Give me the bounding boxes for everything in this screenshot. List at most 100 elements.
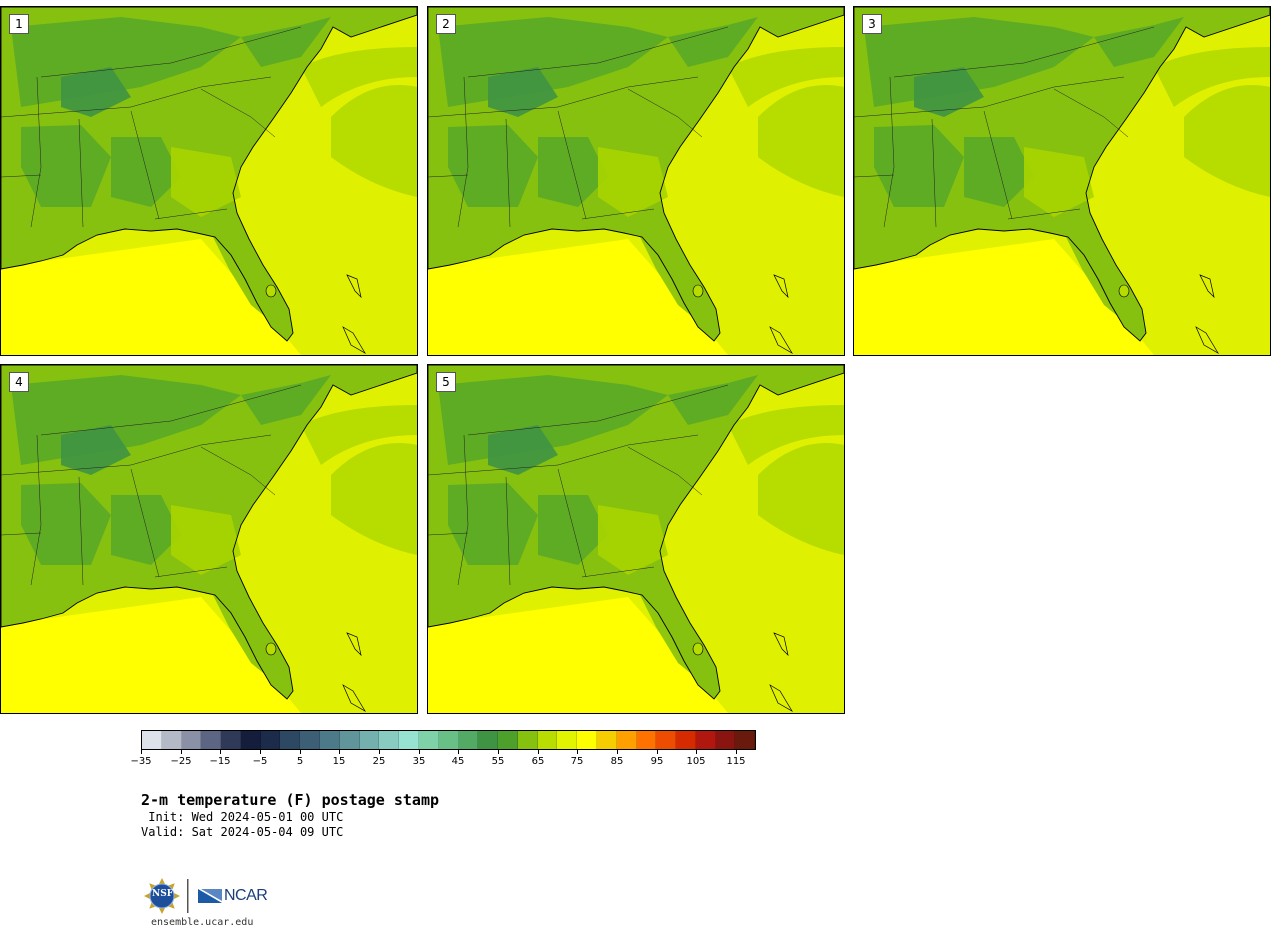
temperature-region xyxy=(914,67,984,117)
state-border xyxy=(428,532,469,536)
colorbar-tick-label: 45 xyxy=(451,756,465,767)
temperature-region xyxy=(488,67,558,117)
bahamas-island xyxy=(1199,274,1215,299)
colorbar-tick xyxy=(141,750,142,754)
colorbar-swatch xyxy=(557,731,578,749)
colorbar-swatch xyxy=(695,731,716,749)
member-number-label: 2 xyxy=(436,14,456,34)
state-border xyxy=(931,118,937,228)
state-border xyxy=(505,118,511,228)
state-border xyxy=(428,174,469,178)
colorbar-swatch xyxy=(577,731,597,749)
colorbar-swatch xyxy=(715,731,736,749)
temperature-region xyxy=(1094,17,1184,67)
cool-water-band xyxy=(301,405,417,465)
cool-water-band xyxy=(728,405,844,465)
state-border xyxy=(505,476,511,586)
temperature-region xyxy=(668,17,758,67)
colorbar-swatch xyxy=(438,731,459,749)
gulf-warm-water xyxy=(428,239,728,355)
temperature-region xyxy=(241,375,331,425)
colorbar-tick-label: 95 xyxy=(650,756,664,767)
colorbar-swatch xyxy=(636,731,657,749)
colorbar-tick-label: 115 xyxy=(726,756,746,767)
temperature-region xyxy=(964,137,1034,207)
temperature-region xyxy=(488,425,558,475)
colorbar-swatch xyxy=(320,731,340,749)
temperature-map xyxy=(1,365,417,713)
state-border xyxy=(78,476,84,586)
state-border xyxy=(467,384,729,436)
lake-okeechobee xyxy=(692,284,704,298)
colorbar-tick xyxy=(220,750,221,754)
member-number-label: 1 xyxy=(9,14,29,34)
temperature-region xyxy=(61,67,131,117)
state-border xyxy=(428,434,699,476)
colorbar-tick-label: 85 xyxy=(610,756,624,767)
colorbar-swatch xyxy=(359,731,380,749)
colorbar-swatch xyxy=(735,731,756,749)
state-border xyxy=(467,26,729,78)
cool-water-band xyxy=(1154,47,1270,107)
state-border xyxy=(130,110,160,220)
state-border xyxy=(154,566,228,578)
colorbar-tick xyxy=(538,750,539,754)
colorbar-tick-label: 35 xyxy=(412,756,426,767)
colorbar-swatch xyxy=(161,731,182,749)
coastline xyxy=(854,7,1270,342)
colorbar-tick xyxy=(260,750,261,754)
state-border xyxy=(200,88,276,138)
temperature-region xyxy=(21,125,111,207)
bahamas-island xyxy=(769,684,793,712)
cool-water-patch xyxy=(331,443,417,555)
colorbar-tick-label: 5 xyxy=(296,756,304,767)
colorbar-swatch xyxy=(379,731,400,749)
colorbar-swatch xyxy=(240,731,261,749)
nsf-ncar-logo: NSF NCAR xyxy=(144,877,274,915)
colorbar-tick xyxy=(736,750,737,754)
state-border xyxy=(1,76,272,118)
colorbar-tick-label: −35 xyxy=(130,756,152,767)
lake-okeechobee xyxy=(265,642,277,656)
colorbar-tick-label: 25 xyxy=(372,756,386,767)
temperature-region xyxy=(171,147,241,217)
member-number-label: 3 xyxy=(862,14,882,34)
state-border xyxy=(40,26,302,78)
temperature-region xyxy=(1024,147,1094,217)
temperature-region xyxy=(61,425,131,475)
bahamas-island xyxy=(769,326,793,354)
state-border xyxy=(627,446,703,496)
gulf-warm-water xyxy=(1,597,301,713)
cool-water-patch xyxy=(1184,85,1270,197)
state-border xyxy=(40,384,302,436)
colorbar-swatch xyxy=(656,731,677,749)
colorbar-swatch xyxy=(260,731,281,749)
bahamas-island xyxy=(346,632,362,657)
state-border xyxy=(1053,88,1129,138)
bahamas-island xyxy=(773,274,789,299)
state-border xyxy=(30,434,42,586)
state-border xyxy=(457,76,469,228)
colorbar-swatch xyxy=(201,731,222,749)
bahamas-island xyxy=(1195,326,1219,354)
temperature-region xyxy=(241,17,331,67)
colorbar-tick xyxy=(419,750,420,754)
colorbar-swatch xyxy=(399,731,419,749)
state-border xyxy=(30,76,42,228)
coastline xyxy=(428,365,844,700)
temperature-region xyxy=(538,495,608,565)
colorbar-swatch xyxy=(498,731,518,749)
state-border xyxy=(581,566,655,578)
temperature-region xyxy=(111,495,181,565)
coastline xyxy=(428,7,844,342)
temperature-map xyxy=(428,7,844,355)
temperature-region xyxy=(874,125,964,207)
cool-water-patch xyxy=(331,85,417,197)
colorbar-tick-label: −5 xyxy=(252,756,268,767)
colorbar-swatch xyxy=(616,731,637,749)
cool-water-patch xyxy=(758,85,844,197)
state-border xyxy=(557,468,587,578)
gulf-warm-water xyxy=(854,239,1154,355)
temperature-region xyxy=(448,483,538,565)
colorbar-tick xyxy=(617,750,618,754)
